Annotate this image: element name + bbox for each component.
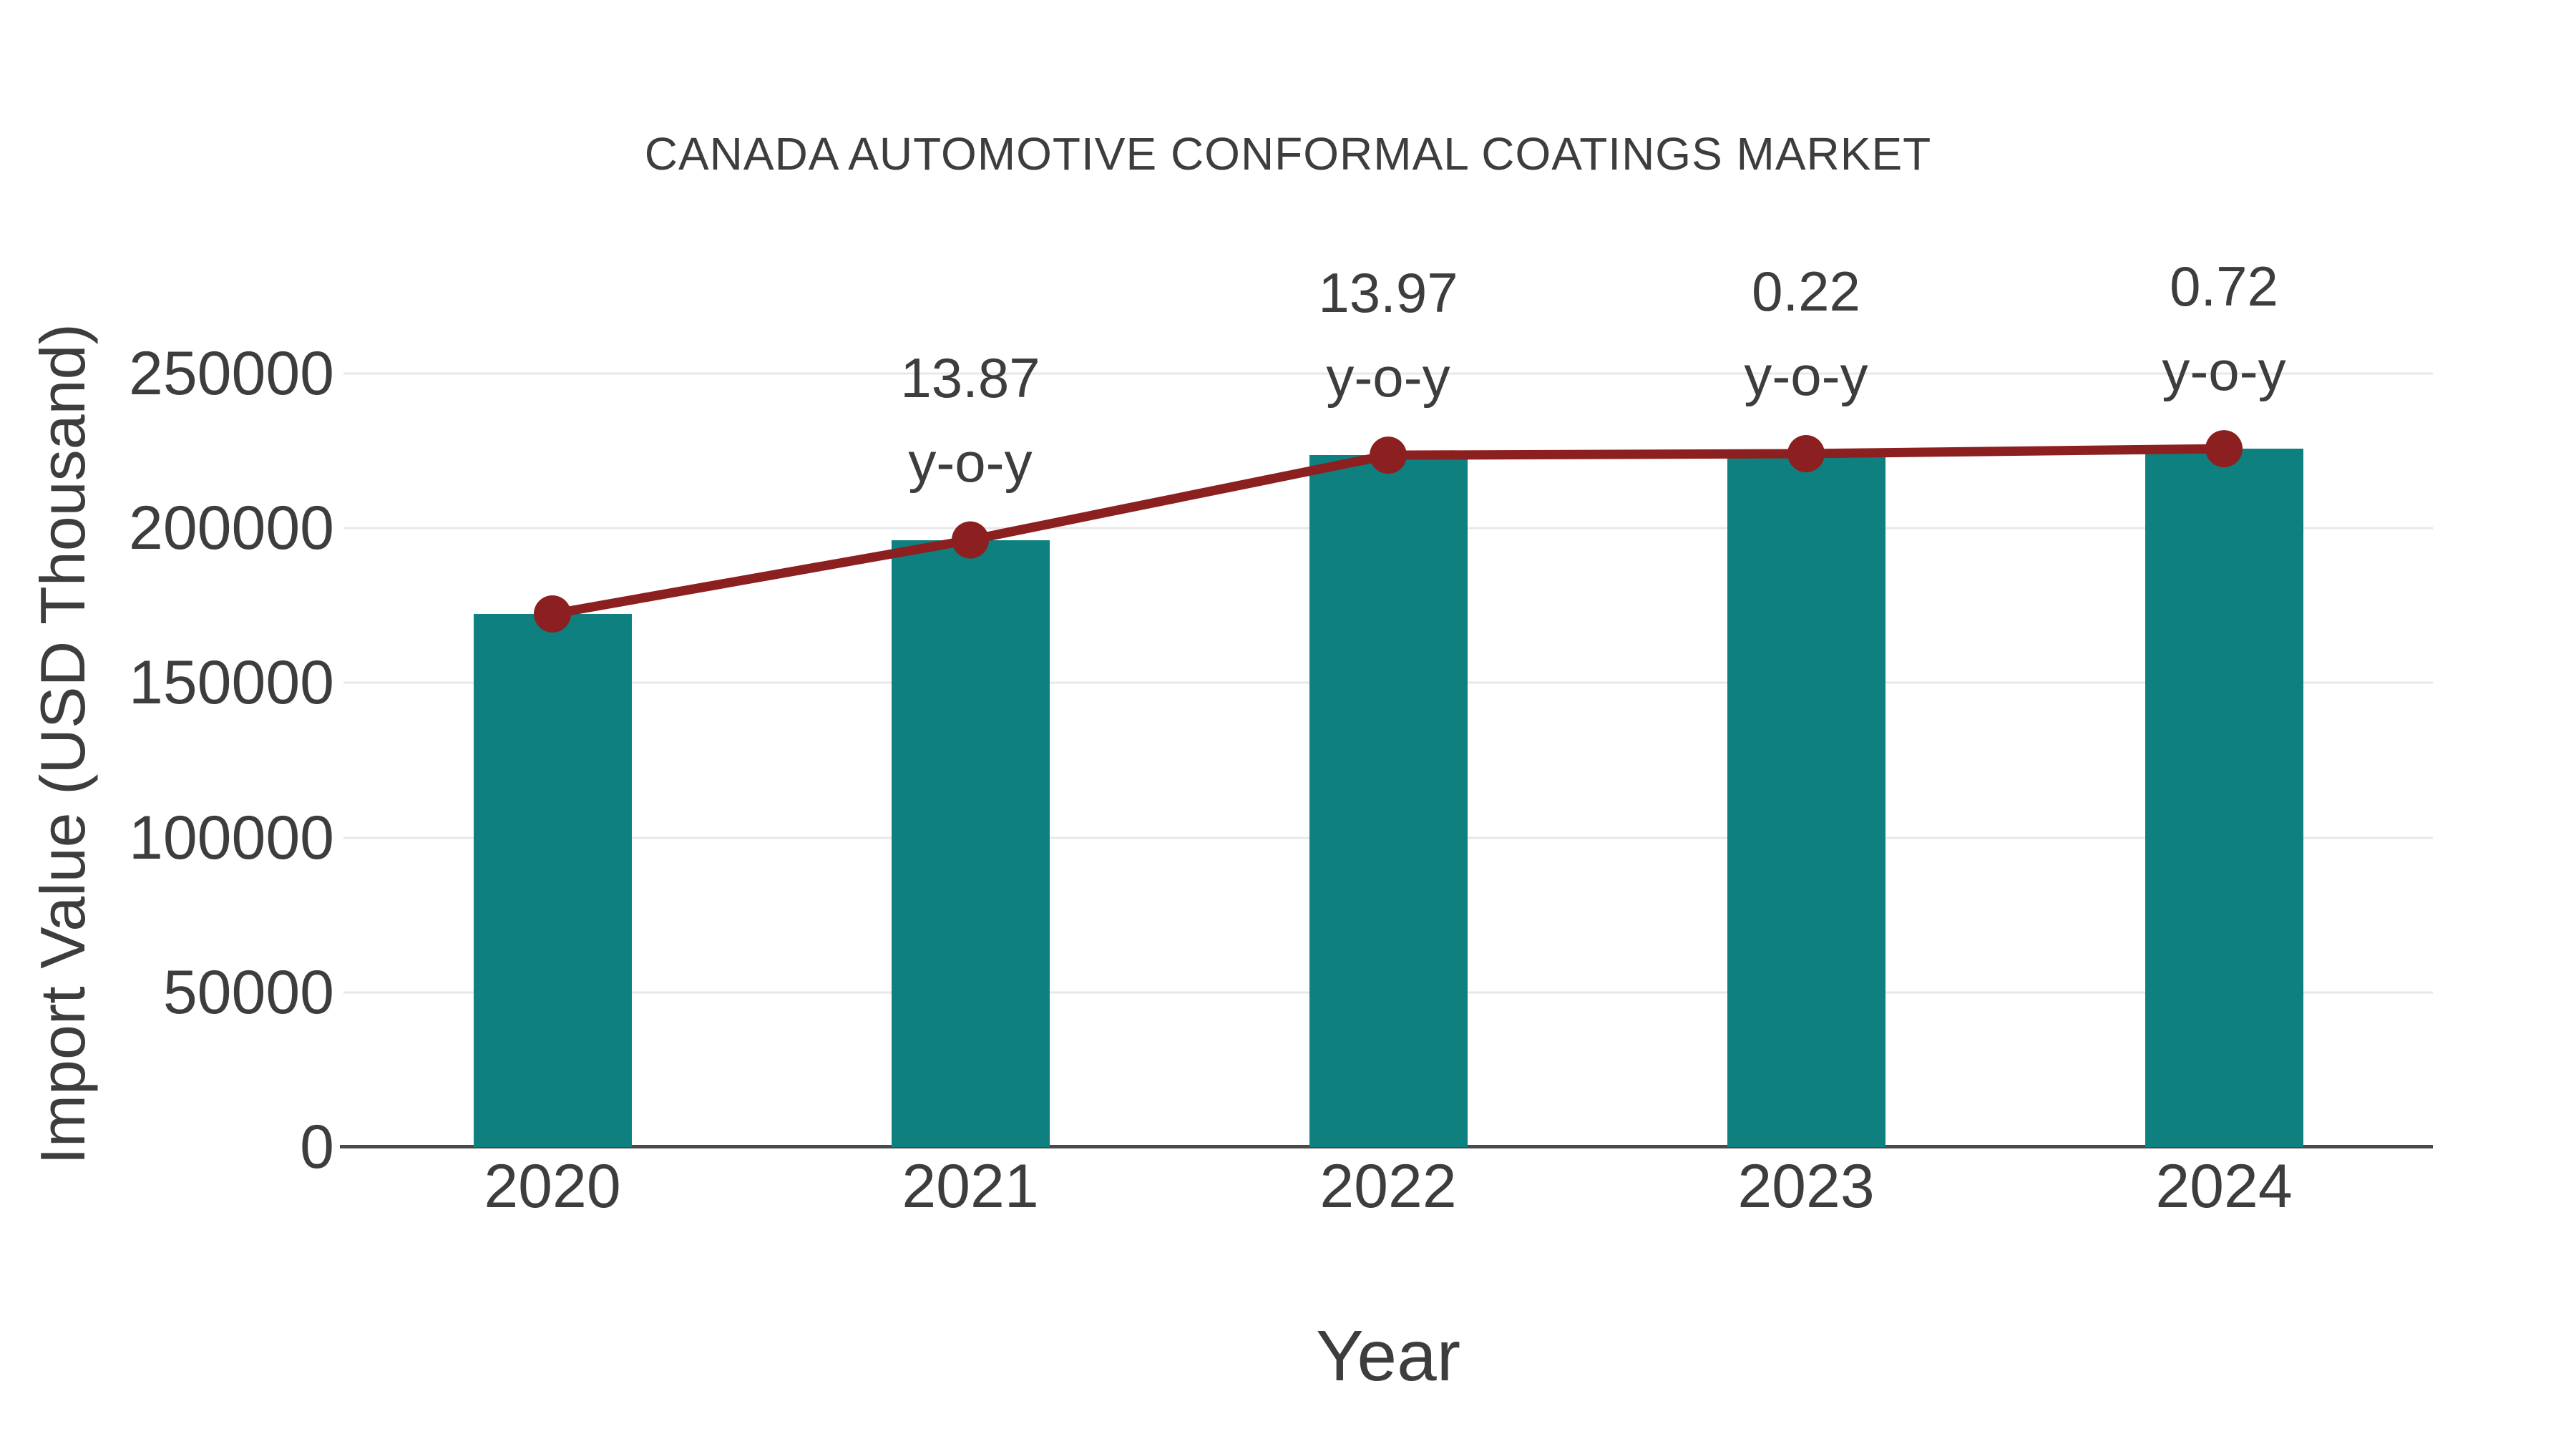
y-tick-label-250000: 250000 bbox=[129, 339, 334, 408]
bar-2020[interactable] bbox=[473, 613, 632, 1147]
y-tick-label-50000: 50000 bbox=[162, 957, 334, 1027]
yoy-label-2022: 13.97 y-o-y bbox=[1318, 250, 1458, 419]
x-tick-label-2020: 2020 bbox=[484, 1152, 621, 1221]
x-tick-label-2021: 2021 bbox=[902, 1152, 1039, 1221]
yoy-value: 13.97 bbox=[1318, 261, 1458, 325]
y-tick-label-0: 0 bbox=[300, 1113, 334, 1181]
yoy-label-2023: 0.22 y-o-y bbox=[1744, 249, 1868, 418]
yoy-value: 0.22 bbox=[1752, 260, 1860, 323]
yoy-value: 0.72 bbox=[2170, 255, 2278, 318]
bar-2021[interactable] bbox=[891, 540, 1050, 1147]
plot-area: 13.87 y-o-y 13.97 y-o-y 0.22 y-o-y 0.72 y-o-y bbox=[340, 255, 2433, 1148]
y-tick-label-200000: 200000 bbox=[129, 494, 334, 563]
yoy-suffix: y-o-y bbox=[908, 430, 1033, 494]
yoy-label-2024: 0.72 y-o-y bbox=[2162, 244, 2285, 413]
yoy-suffix: y-o-y bbox=[2162, 339, 2286, 403]
y-axis-title: Import Value (USD Thousand) bbox=[27, 323, 98, 1165]
x-tick-label-2024: 2024 bbox=[2155, 1152, 2293, 1221]
bar-2023[interactable] bbox=[1727, 454, 1885, 1147]
yoy-suffix: y-o-y bbox=[1326, 346, 1450, 409]
y-tick-label-150000: 150000 bbox=[129, 648, 334, 718]
chart-title: CANADA AUTOMOTIVE CONFORMAL COATINGS MAR… bbox=[644, 128, 1932, 180]
yoy-value: 13.87 bbox=[900, 346, 1040, 409]
bar-2024[interactable] bbox=[2145, 449, 2303, 1147]
yoy-suffix: y-o-y bbox=[1744, 344, 1868, 407]
y-tick-label-100000: 100000 bbox=[129, 803, 334, 872]
yoy-label-2021: 13.87 y-o-y bbox=[900, 336, 1040, 504]
x-axis-title: Year bbox=[1315, 1316, 1461, 1396]
bar-2022[interactable] bbox=[1309, 455, 1468, 1147]
x-tick-label-2023: 2023 bbox=[1737, 1152, 1875, 1221]
x-tick-label-2022: 2022 bbox=[1319, 1152, 1457, 1221]
grid-line-250000 bbox=[343, 372, 2433, 375]
